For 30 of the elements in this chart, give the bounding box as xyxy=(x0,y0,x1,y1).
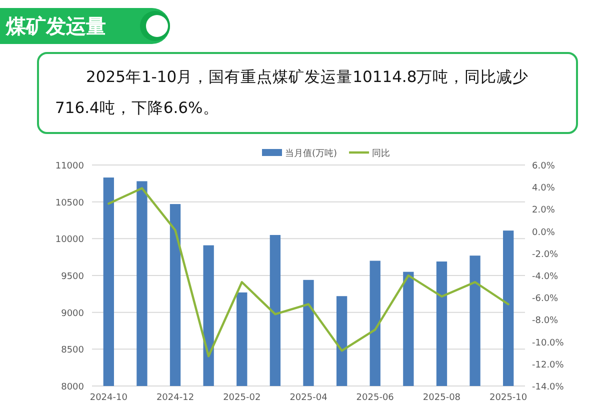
y2-tick-label: 6.0% xyxy=(532,162,556,172)
y2-tick-label: 2.0% xyxy=(532,206,556,216)
legend-label: 同比 xyxy=(372,148,390,159)
y-tick-label: 10000 xyxy=(55,235,84,246)
y2-tick-label: 4.0% xyxy=(532,184,556,194)
y2-tick-label: -4.0% xyxy=(532,272,559,282)
y-tick-label: 9500 xyxy=(61,272,84,282)
y2-tick-label: -14.0% xyxy=(532,382,564,392)
x-tick-label: 2025-10 xyxy=(490,393,528,403)
x-tick-label: 2025-06 xyxy=(356,393,394,403)
x-tick-label: 2025-04 xyxy=(290,393,328,403)
y-tick-label: 10500 xyxy=(55,198,84,208)
x-tick-label: 2025-02 xyxy=(223,393,261,403)
y2-tick-label: -6.0% xyxy=(532,294,559,304)
x-tick-label: 2024-12 xyxy=(156,393,194,403)
y2-tick-label: -12.0% xyxy=(532,360,564,370)
x-tick-label: 2025-08 xyxy=(422,393,461,403)
line-series xyxy=(108,187,510,358)
y2-tick-label: -10.0% xyxy=(532,338,564,348)
y-tick-label: 8000 xyxy=(61,382,84,392)
y2-tick-label: 0.0% xyxy=(532,228,556,238)
y-tick-label: 11000 xyxy=(55,162,84,172)
y2-tick-label: -8.0% xyxy=(532,316,559,326)
chart-title: 煤矿发运量 xyxy=(5,14,106,38)
y2-tick-label: -2.0% xyxy=(532,250,559,260)
legend-label: 当月值(万吨) xyxy=(285,148,338,159)
chart-subtitle: 2025年1-10月，国有重点煤矿发运量10114.8万吨，同比减少716.4吨，下降6.6%。 xyxy=(37,52,578,134)
y-tick-label: 9000 xyxy=(61,308,84,319)
y-tick-label: 8500 xyxy=(61,346,84,356)
x-tick-label: 2024-10 xyxy=(90,393,128,403)
